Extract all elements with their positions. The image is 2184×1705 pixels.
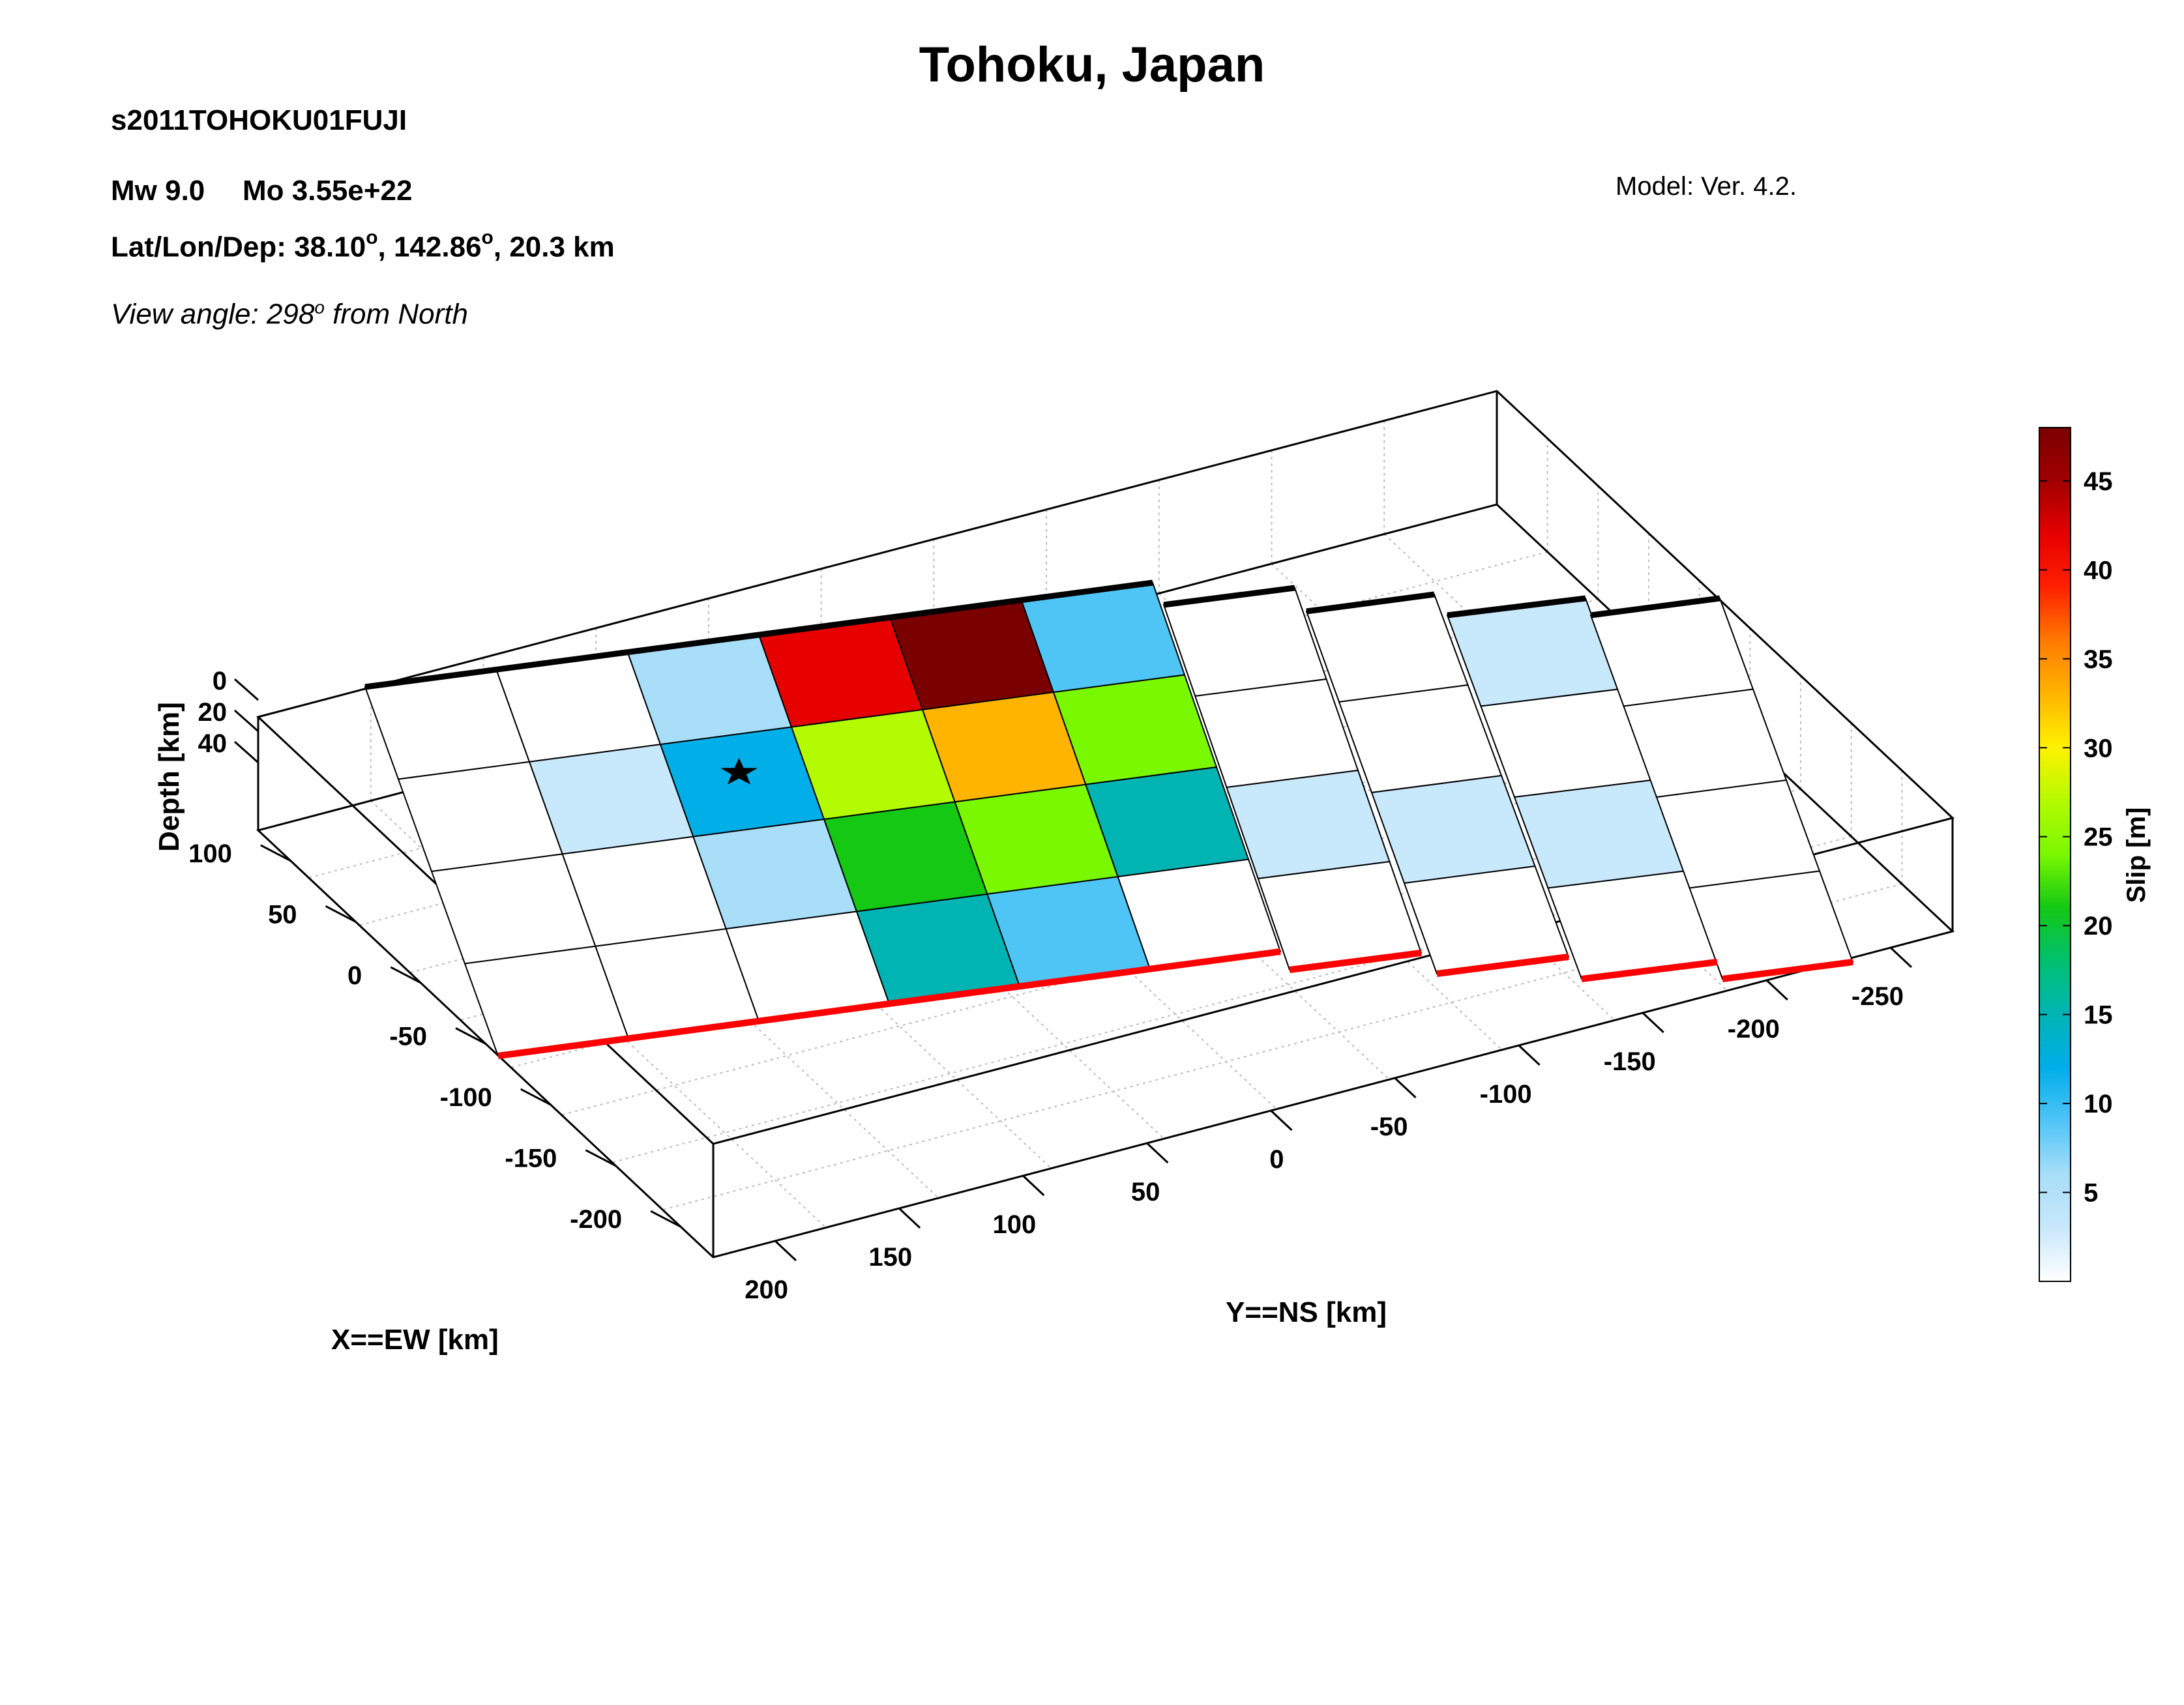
slip-patch [1338, 684, 1503, 794]
x-tick [260, 844, 291, 862]
y-tick-label: -200 [1728, 1015, 1780, 1043]
segment-2 [1162, 587, 1423, 971]
x-tick [585, 1149, 617, 1167]
y-axis-label: Y==NS [km] [1226, 1296, 1387, 1328]
colorbar-label: Slip [m] [2122, 808, 2151, 903]
segment-4 [1446, 597, 1719, 980]
y-tick [898, 1207, 921, 1229]
y-tick-label: 0 [1269, 1145, 1284, 1174]
slip-patches [364, 581, 1854, 1057]
fault-top-edge [1306, 591, 1435, 615]
fault-trace [1436, 954, 1569, 977]
colorbar: Slip [m] 5 10 15 20 25 30 35 40 45 [2039, 427, 2151, 1282]
magnitude-label: Mw 9.0 [111, 175, 205, 207]
z-axis-label: Depth [km] [153, 702, 185, 852]
colorbar-tick-label: 45 [2084, 467, 2113, 496]
fault-top-edge [1163, 585, 1295, 608]
location-lat: Lat/Lon/Dep: 38.10 [111, 231, 366, 263]
y-tick [1642, 1012, 1664, 1034]
x-tick-label: -200 [570, 1205, 622, 1234]
fault-edges [364, 579, 1853, 1059]
degree-mark: o [366, 227, 378, 248]
x-tick [390, 966, 421, 984]
colorbar-tick-label: 15 [2084, 1001, 2113, 1030]
grid-line [662, 883, 1902, 1211]
x-tick-label: 0 [347, 961, 362, 990]
axis-labels: X==EW [km] Y==NS [km] Depth [km] [153, 702, 1387, 1356]
fault-trace [1289, 950, 1422, 973]
y-tick [1765, 979, 1788, 1001]
segment-3 [1305, 593, 1570, 975]
axis-ticks: 100500-50-100-150-200200150100500-50-100… [188, 667, 1912, 1304]
z-tick-label: 40 [198, 729, 228, 758]
x-tick [325, 905, 357, 923]
colorbar-tick-label: 10 [2084, 1090, 2113, 1118]
y-tick-label: -50 [1370, 1113, 1408, 1141]
hypocenter [720, 757, 758, 785]
location-lon: , 142.86 [377, 231, 482, 263]
fault-top-edge [364, 579, 1153, 690]
colorbar-tick-label: 20 [2084, 912, 2113, 940]
x-tick-label: 100 [188, 839, 232, 868]
x-tick-label: -100 [440, 1083, 492, 1112]
z-tick-label: 20 [198, 698, 228, 727]
x-tick [650, 1210, 681, 1228]
model-version: Model: Ver. 4.2. [1616, 172, 1797, 201]
view-angle-label: View angle: 298o from North [111, 297, 468, 331]
view-angle-value: View angle: 298 [111, 298, 315, 330]
y-tick [1146, 1142, 1169, 1164]
hypocenter-star-icon [720, 757, 758, 785]
slip-patch [1370, 774, 1536, 884]
x-tick [455, 1027, 486, 1045]
y-tick [1270, 1109, 1293, 1131]
y-tick-label: -100 [1480, 1080, 1532, 1109]
x-axis-label: X==EW [km] [331, 1324, 499, 1356]
y-tick-label: 200 [745, 1275, 788, 1304]
fault-top-edge [1447, 595, 1586, 619]
y-tick-label: -250 [1852, 982, 1904, 1011]
location-depth: , 20.3 km [493, 231, 615, 263]
z-tick [234, 709, 259, 733]
y-tick [775, 1240, 797, 1262]
hypocenter-location: Lat/Lon/Dep: 38.10o, 142.86o, 20.3 km [111, 227, 615, 264]
colorbar-tick-label: 30 [2084, 734, 2113, 763]
x-tick-label: 50 [268, 900, 297, 929]
y-tick-label: 100 [993, 1210, 1037, 1239]
fault-trace [1722, 959, 1853, 982]
x-tick [520, 1088, 552, 1106]
chart-title: Tohoku, Japan [919, 37, 1265, 93]
colorbar-tick-label: 5 [2084, 1179, 2098, 1208]
degree-mark: o [314, 297, 325, 317]
grid-line [612, 836, 1852, 1163]
y-tick-label: -150 [1604, 1047, 1656, 1076]
x-tick-label: -150 [505, 1144, 557, 1173]
seismic-moment-label: Mo 3.55e+22 [243, 175, 413, 207]
z-tick [234, 678, 259, 701]
colorbar-tick-label: 40 [2084, 556, 2113, 585]
y-tick [1394, 1077, 1417, 1099]
view-angle-suffix: from North [324, 298, 468, 330]
z-tick [234, 740, 259, 764]
y-tick-label: 150 [868, 1243, 912, 1272]
slip-patch [1194, 678, 1359, 789]
fault-top-edge [1590, 595, 1720, 619]
degree-mark: o [481, 227, 494, 248]
colorbar-tick-label: 25 [2084, 823, 2113, 852]
event-id: s2011TOHOKU01FUJI [111, 104, 407, 136]
y-tick [1022, 1174, 1045, 1197]
colorbar-tick-label: 35 [2084, 645, 2113, 674]
y-tick [1518, 1044, 1541, 1066]
x-tick-label: -50 [389, 1023, 427, 1051]
colorbar-gradient [2039, 427, 2071, 1282]
y-tick [1889, 946, 1912, 969]
z-tick-label: 0 [213, 667, 227, 695]
fault-trace [497, 948, 1281, 1059]
y-tick-label: 50 [1131, 1178, 1160, 1206]
segment-5 [1589, 597, 1854, 980]
fault-trace [1581, 959, 1718, 982]
segment-1 [364, 581, 1282, 1057]
